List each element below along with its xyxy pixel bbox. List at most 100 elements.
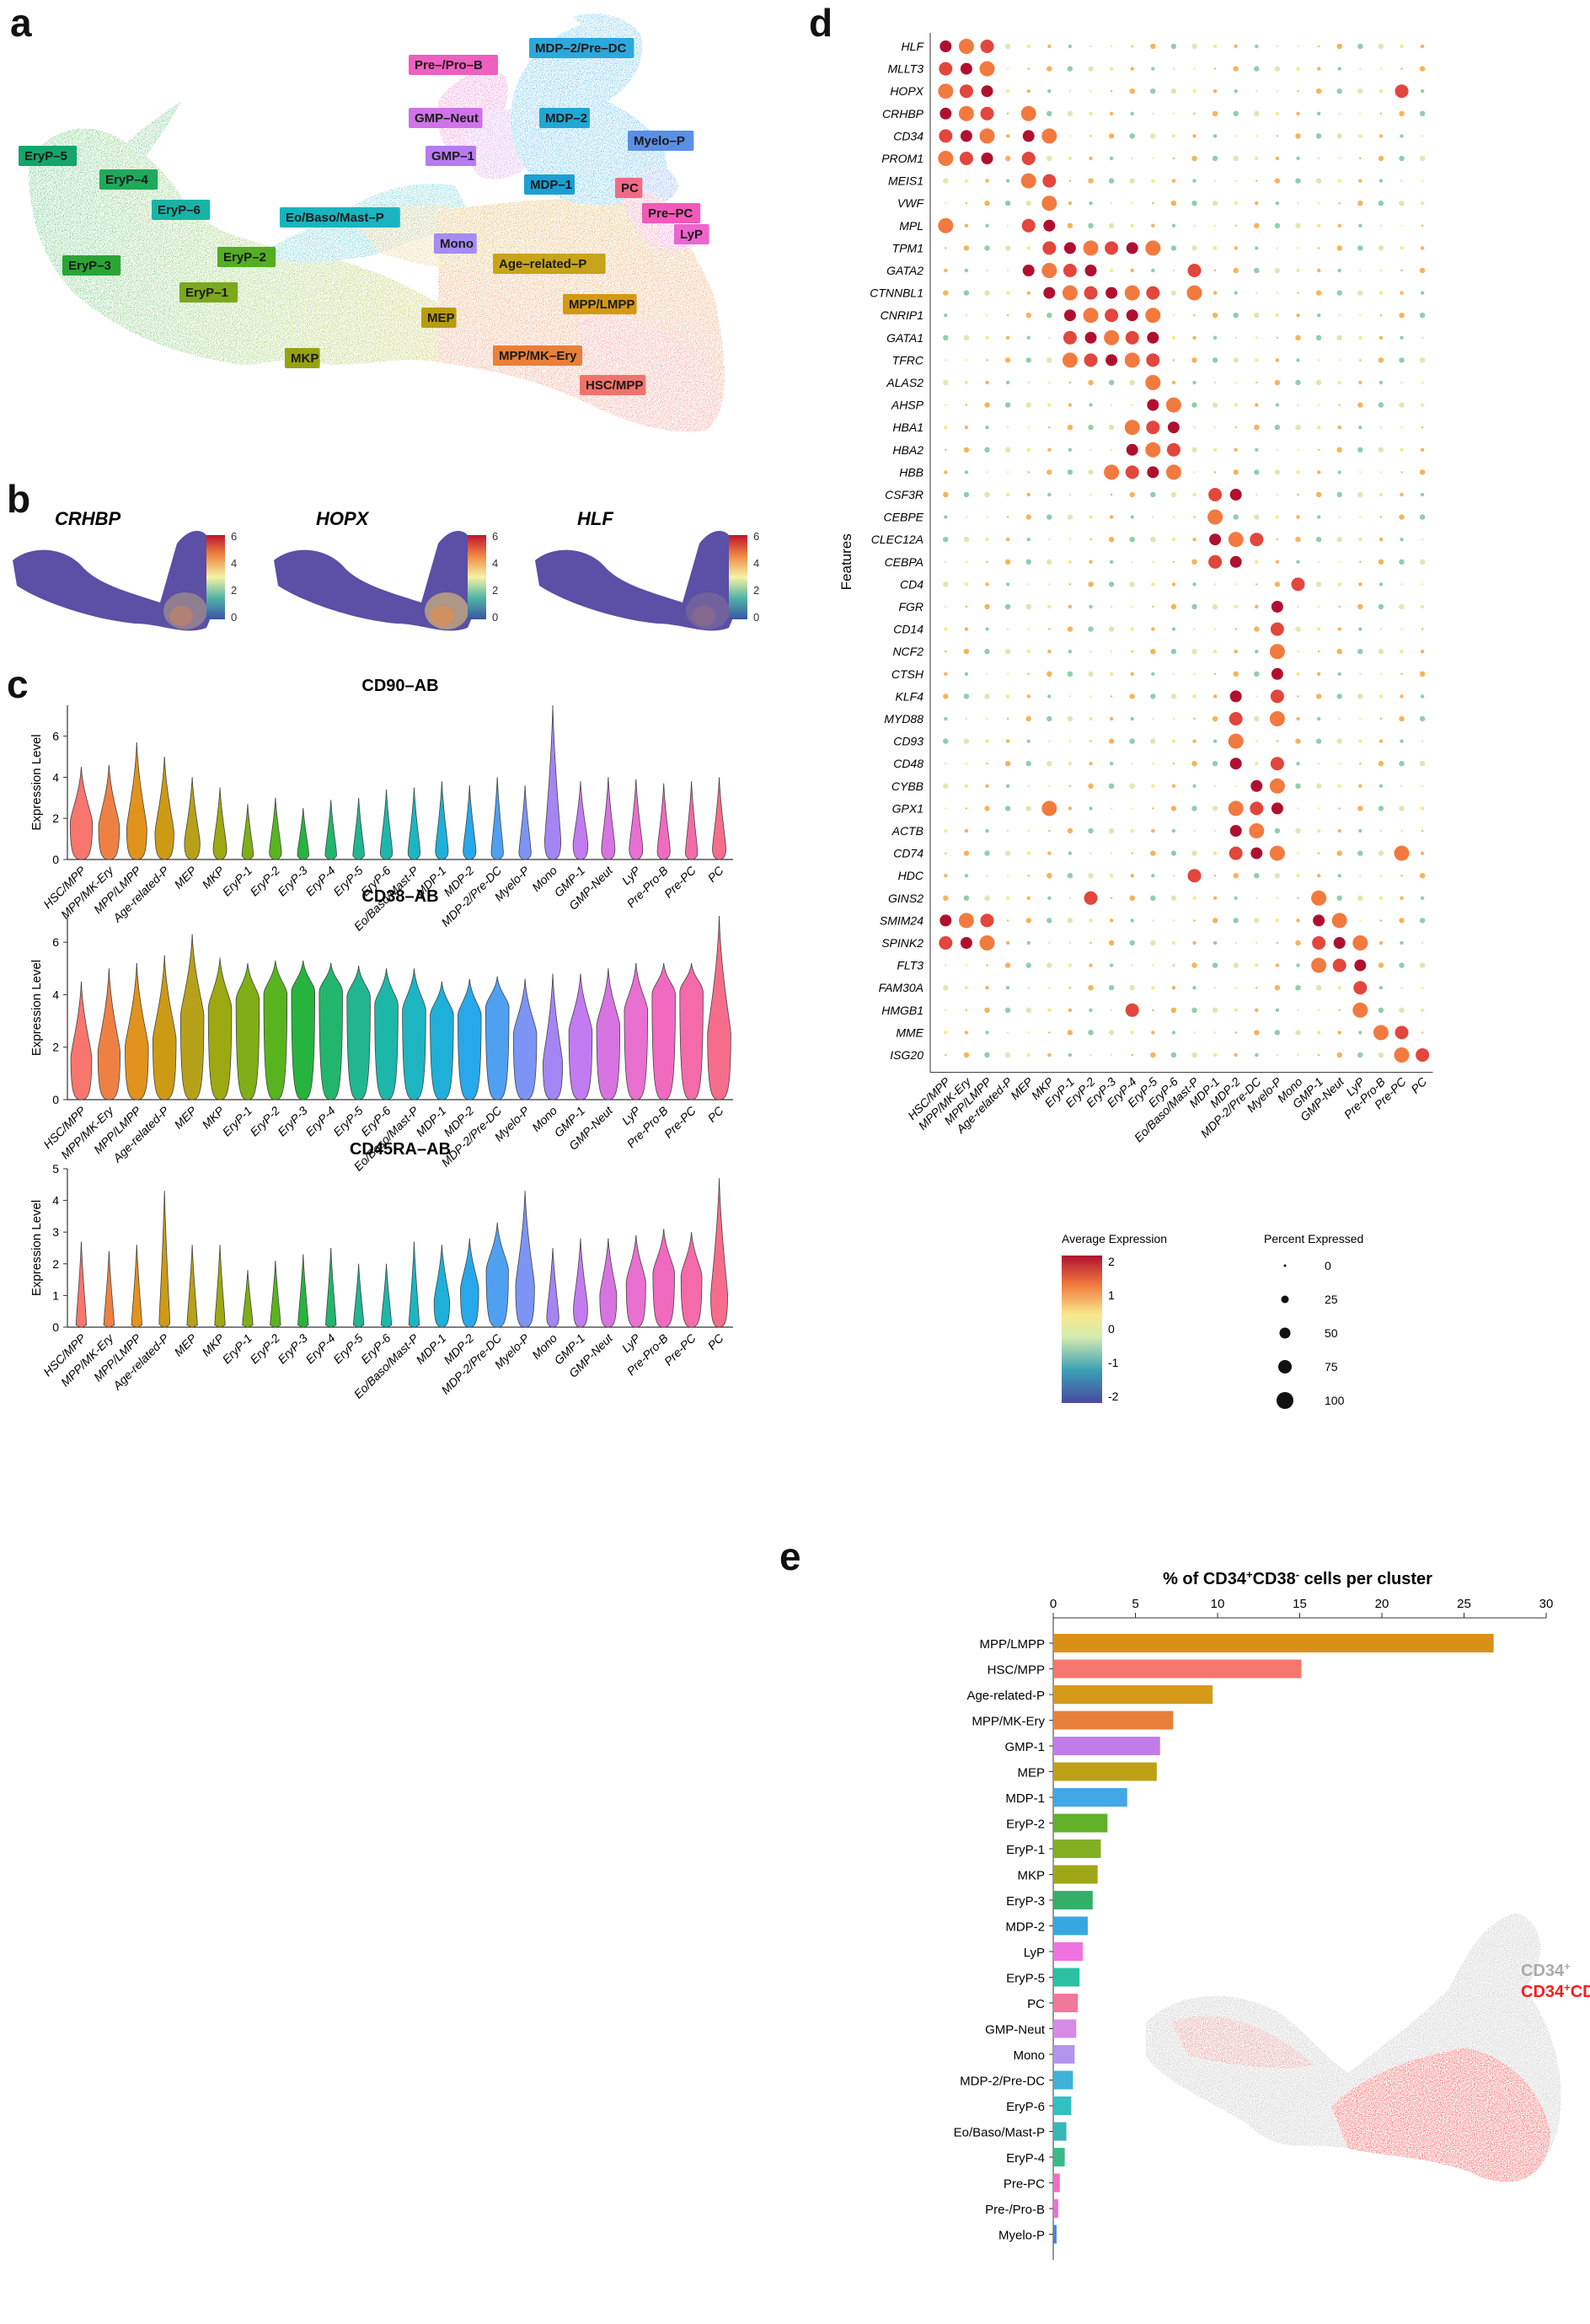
dot (1047, 1008, 1052, 1013)
dot (1233, 313, 1239, 319)
dot (1151, 874, 1155, 878)
dot (1400, 426, 1403, 429)
dot (1359, 157, 1362, 160)
dot (1378, 806, 1384, 811)
dot (1233, 469, 1239, 475)
dot (1337, 470, 1341, 474)
dot (1358, 627, 1362, 631)
dot (1212, 402, 1218, 408)
dot (964, 986, 969, 990)
dot (945, 247, 947, 249)
dot (1108, 133, 1115, 139)
feature-plot-scale-tick: 0 (231, 611, 237, 624)
dot (1042, 174, 1057, 188)
dot (1062, 285, 1078, 301)
dot (1088, 671, 1094, 677)
dot (1068, 135, 1072, 137)
dot (1193, 516, 1196, 518)
violin (402, 968, 426, 1100)
dot (1187, 264, 1202, 277)
dot (1274, 827, 1281, 834)
dot (1005, 179, 1010, 183)
dot (1358, 380, 1362, 385)
dot (1172, 157, 1175, 160)
dot (1006, 919, 1009, 922)
dot (1131, 1053, 1133, 1057)
dot (1274, 985, 1281, 991)
dot (1151, 672, 1155, 676)
dot (1068, 90, 1072, 93)
dot (1234, 583, 1237, 586)
dot (984, 245, 990, 251)
panel-letter-b: b (7, 477, 31, 521)
dot (1255, 336, 1258, 339)
dot (1213, 134, 1218, 138)
dot (1270, 622, 1284, 636)
cluster-label: MPP/MK–Ery (493, 345, 582, 366)
dot (1027, 426, 1030, 429)
dot (1025, 1007, 1031, 1014)
bar-category-label: Mono (1013, 2048, 1045, 2063)
dot (1255, 447, 1259, 452)
dot (1108, 738, 1115, 744)
dot (1359, 269, 1362, 272)
dot (1048, 784, 1051, 787)
dot (1193, 829, 1196, 833)
dot (1068, 179, 1072, 182)
dot (1317, 852, 1320, 854)
violin-shape (430, 981, 454, 1100)
dot (958, 913, 974, 929)
violin-x-tick-label: EryP-5 (330, 864, 366, 899)
dot (1130, 223, 1134, 228)
cluster-label: HSC/MPP (580, 375, 646, 395)
dot (1212, 715, 1218, 722)
dot (1130, 515, 1134, 519)
dot (1172, 269, 1175, 272)
dot (1192, 739, 1197, 743)
dot-legend-size-dot (1277, 1392, 1293, 1409)
violin-y-tick-label: 2 (52, 1257, 59, 1271)
violin-y-tick-label: 0 (52, 853, 59, 866)
dot (1379, 739, 1384, 743)
dot (1131, 202, 1133, 205)
bar-category-label: Pre-/Pro-B (985, 2203, 1045, 2217)
dot (1419, 761, 1426, 767)
violin (353, 1263, 365, 1328)
dot (1336, 738, 1342, 744)
dot (986, 314, 988, 317)
bar (1053, 1737, 1160, 1755)
dot (1068, 851, 1073, 855)
dot (1421, 224, 1424, 227)
violin-x-tick-label: EryP-3 (275, 864, 310, 899)
dot (1354, 959, 1367, 972)
dot (1421, 1031, 1424, 1034)
dot (1110, 202, 1113, 205)
bar-chart-title: % of CD34+CD38- cells per cluster (1163, 1568, 1432, 1589)
violin-shape (460, 1238, 479, 1328)
dot (1129, 379, 1135, 386)
violin-shape (515, 1191, 535, 1328)
violin-x-tick-label: EryP-5 (330, 1104, 366, 1139)
dot (1274, 66, 1281, 72)
dot (963, 335, 970, 340)
dot (1378, 1052, 1384, 1058)
dot (1026, 851, 1031, 855)
dot (944, 627, 948, 631)
dot (1109, 716, 1114, 721)
dot (1421, 987, 1424, 989)
dot (1212, 806, 1218, 811)
cluster-label: MEP (421, 308, 457, 328)
violin-shape (297, 1254, 309, 1328)
cluster-label: LyP (674, 224, 709, 244)
dot (1295, 379, 1301, 386)
dot (960, 130, 972, 142)
violin-shape (241, 804, 254, 860)
dot (1420, 604, 1425, 609)
dot (1047, 357, 1052, 363)
dot (1170, 43, 1177, 50)
violin-shape (70, 981, 93, 1100)
dot (1315, 491, 1322, 498)
panel-a: a (0, 0, 809, 472)
dot (980, 913, 994, 928)
dot (1234, 201, 1238, 206)
